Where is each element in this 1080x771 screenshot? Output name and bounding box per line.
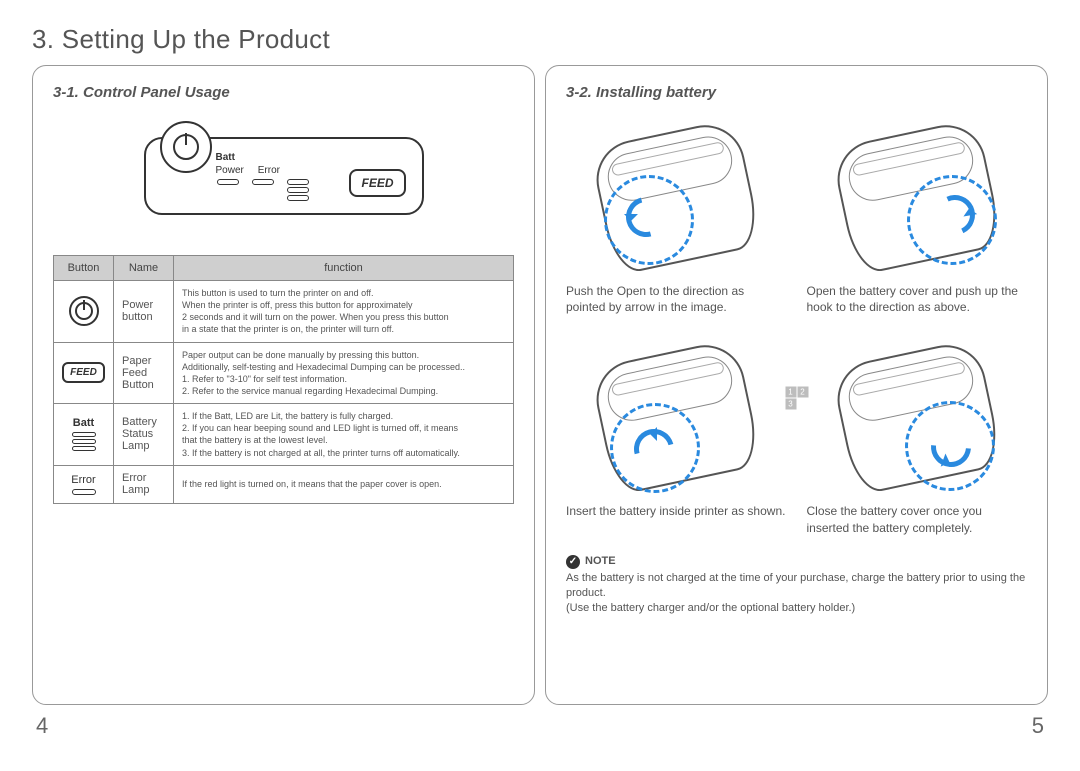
center-step-tags: 1 2 3	[785, 386, 808, 409]
row-function: 1. If the Batt, LED are Lit, the battery…	[174, 404, 514, 466]
batt-icon-label: Batt	[58, 417, 109, 429]
error-icon-label: Error	[58, 474, 109, 486]
power-button-icon	[160, 121, 212, 173]
note-body: As the battery is not charged at the tim…	[566, 571, 1027, 616]
row-function: If the red light is turned on, it means …	[174, 465, 514, 503]
table-header-name: Name	[114, 256, 174, 281]
left-pane: 3-1. Control Panel Usage Batt Power Err	[32, 65, 535, 705]
panel-error-label: Error	[258, 165, 280, 176]
batt-bars-icon	[58, 432, 109, 451]
error-led-icon	[252, 179, 274, 185]
row-name: Error Lamp	[114, 465, 174, 503]
control-panel-box: Batt Power Error	[144, 137, 424, 215]
table-row: Batt Battery Status Lamp 1. If the Batt,…	[54, 404, 514, 466]
power-icon	[69, 296, 99, 326]
feed-icon: FEED	[62, 362, 105, 383]
install-step-3: Insert the battery inside printer as sho…	[566, 337, 787, 535]
control-panel-illustration: Batt Power Error	[53, 137, 514, 215]
right-section-heading: 3-2. Installing battery	[566, 84, 1027, 101]
table-header-button: Button	[54, 256, 114, 281]
step-tag-3: 3	[785, 398, 796, 409]
page-title: 3. Setting Up the Product	[32, 24, 1048, 55]
step-tag-1: 1	[785, 386, 796, 397]
page-spread: 3-1. Control Panel Usage Batt Power Err	[32, 65, 1048, 705]
panel-batt-label: Batt	[216, 152, 235, 163]
power-led-icon	[217, 179, 239, 185]
right-pane: 3-2. Installing battery Push the Open to…	[545, 65, 1048, 705]
panel-power-label: Power	[216, 165, 244, 176]
step-tag-2: 2	[797, 386, 808, 397]
table-row: Error Error Lamp If the red light is tur…	[54, 465, 514, 503]
row-function: Paper output can be done manually by pre…	[174, 342, 514, 404]
table-row: Power button This button is used to turn…	[54, 281, 514, 343]
step1-caption: Push the Open to the direction as pointe…	[566, 283, 787, 315]
batt-led-stack-icon	[286, 179, 309, 201]
page-numbers: 4 5	[32, 713, 1048, 739]
row-function: This button is used to turn the printer …	[174, 281, 514, 343]
table-header-function: function	[174, 256, 514, 281]
page-number-right: 5	[1032, 713, 1044, 739]
install-step-4: Close the battery cover once you inserte…	[807, 337, 1028, 535]
note-label: NOTE	[585, 554, 616, 569]
step3-caption: Insert the battery inside printer as sho…	[566, 503, 787, 519]
table-row: FEED Paper Feed Button Paper output can …	[54, 342, 514, 404]
row-name: Battery Status Lamp	[114, 404, 174, 466]
page-number-left: 4	[36, 713, 48, 739]
install-steps-grid: Push the Open to the direction as pointe…	[566, 117, 1027, 536]
install-step-2: Open the battery cover and push up the h…	[807, 117, 1028, 315]
control-panel-table: Button Name function Power button This b…	[53, 255, 514, 504]
install-step-1: Push the Open to the direction as pointe…	[566, 117, 787, 315]
step4-caption: Close the battery cover once you inserte…	[807, 503, 1028, 535]
error-bar-icon	[58, 489, 109, 495]
check-icon: ✓	[566, 555, 580, 569]
row-name: Power button	[114, 281, 174, 343]
step2-caption: Open the battery cover and push up the h…	[807, 283, 1028, 315]
note-block: ✓ NOTE As the battery is not charged at …	[566, 554, 1027, 616]
row-name: Paper Feed Button	[114, 342, 174, 404]
left-section-heading: 3-1. Control Panel Usage	[53, 84, 514, 101]
feed-button-icon: FEED	[349, 169, 405, 197]
